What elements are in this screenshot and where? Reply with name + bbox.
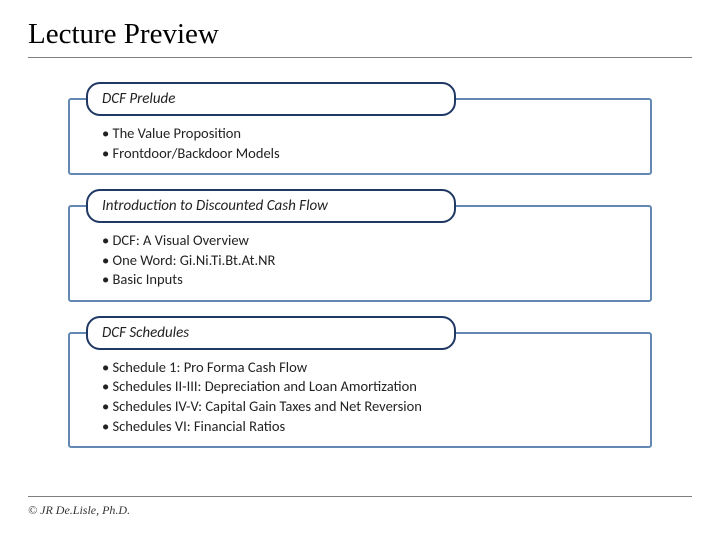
bullet-item: Schedules IV-V: Capital Gain Taxes and N… (102, 397, 634, 417)
bullet-list: The Value Proposition Frontdoor/Backdoor… (68, 116, 652, 175)
section-header: Introduction to Discounted Cash Flow (86, 189, 456, 223)
bullet-item: One Word: Gi.Ni.Ti.Bt.At.NR (102, 251, 634, 271)
section-intro-dcf: Introduction to Discounted Cash Flow DCF… (68, 189, 652, 302)
bullet-item: DCF: A Visual Overview (102, 231, 634, 251)
bullet-item: Schedules II-III: Depreciation and Loan … (102, 377, 634, 397)
bullet-list: Schedule 1: Pro Forma Cash Flow Schedule… (68, 350, 652, 448)
bullet-item: Frontdoor/Backdoor Models (102, 144, 634, 164)
section-header: DCF Schedules (86, 316, 456, 350)
section-header: DCF Prelude (86, 82, 456, 116)
bullet-item: The Value Proposition (102, 124, 634, 144)
section-dcf-schedules: DCF Schedules Schedule 1: Pro Forma Cash… (68, 316, 652, 448)
section-dcf-prelude: DCF Prelude The Value Proposition Frontd… (68, 82, 652, 175)
slide-title: Lecture Preview (28, 18, 692, 58)
bullet-item: Schedules VI: Financial Ratios (102, 417, 634, 437)
bullet-item: Basic Inputs (102, 270, 634, 290)
slide-footer: © JR De.Lisle, Ph.D. (28, 496, 692, 518)
bullet-list: DCF: A Visual Overview One Word: Gi.Ni.T… (68, 223, 652, 302)
bullet-item: Schedule 1: Pro Forma Cash Flow (102, 358, 634, 378)
